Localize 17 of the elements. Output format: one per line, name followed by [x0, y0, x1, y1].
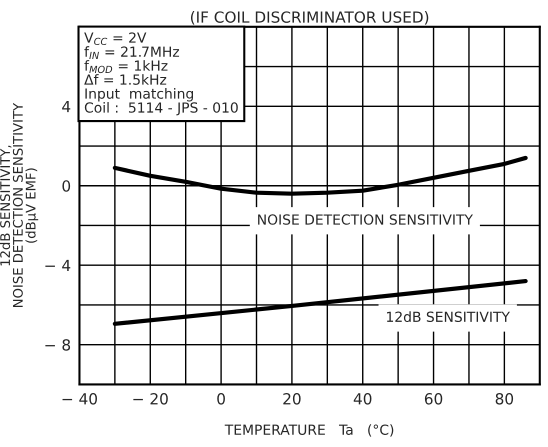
y-axis-title: 12dB SENSITIVITY, NOISE DETECTION SENSITIVITY (dBμV EMF) — [0, 102, 38, 308]
series-label: NOISE DETECTION SENSITIVITY — [258, 214, 473, 225]
x-tick-label: − 20 — [133, 393, 168, 405]
series-label: 12dB SENSITIVITY — [387, 311, 510, 322]
x-axis-title: TEMPERATURE Ta (°C) — [224, 424, 394, 437]
x-tick-label: 60 — [424, 393, 442, 405]
x-tick-label: − 40 — [62, 393, 97, 405]
y-tick-label: − 8 — [45, 339, 70, 351]
x-tick-label: 0 — [217, 393, 225, 405]
y-tick-label: 4 — [62, 100, 70, 112]
x-tick-label: 40 — [354, 393, 372, 405]
text: V$_{CC}$ = 2V f$_{IN}$ = 21.7MHz f$_{MOD}$ = 1kHz Δf = 1.5kHz Input matching Coil : 5114 - JPS - 010 — [84, 32, 238, 116]
y-tick-label: − 4 — [45, 260, 70, 272]
y-tick-label: 0 — [62, 180, 70, 192]
x-tick-label: 80 — [496, 393, 514, 405]
x-tick-label: 20 — [283, 393, 301, 405]
chart-title: (IF COIL DISCRIMINATOR USED) — [190, 11, 428, 25]
